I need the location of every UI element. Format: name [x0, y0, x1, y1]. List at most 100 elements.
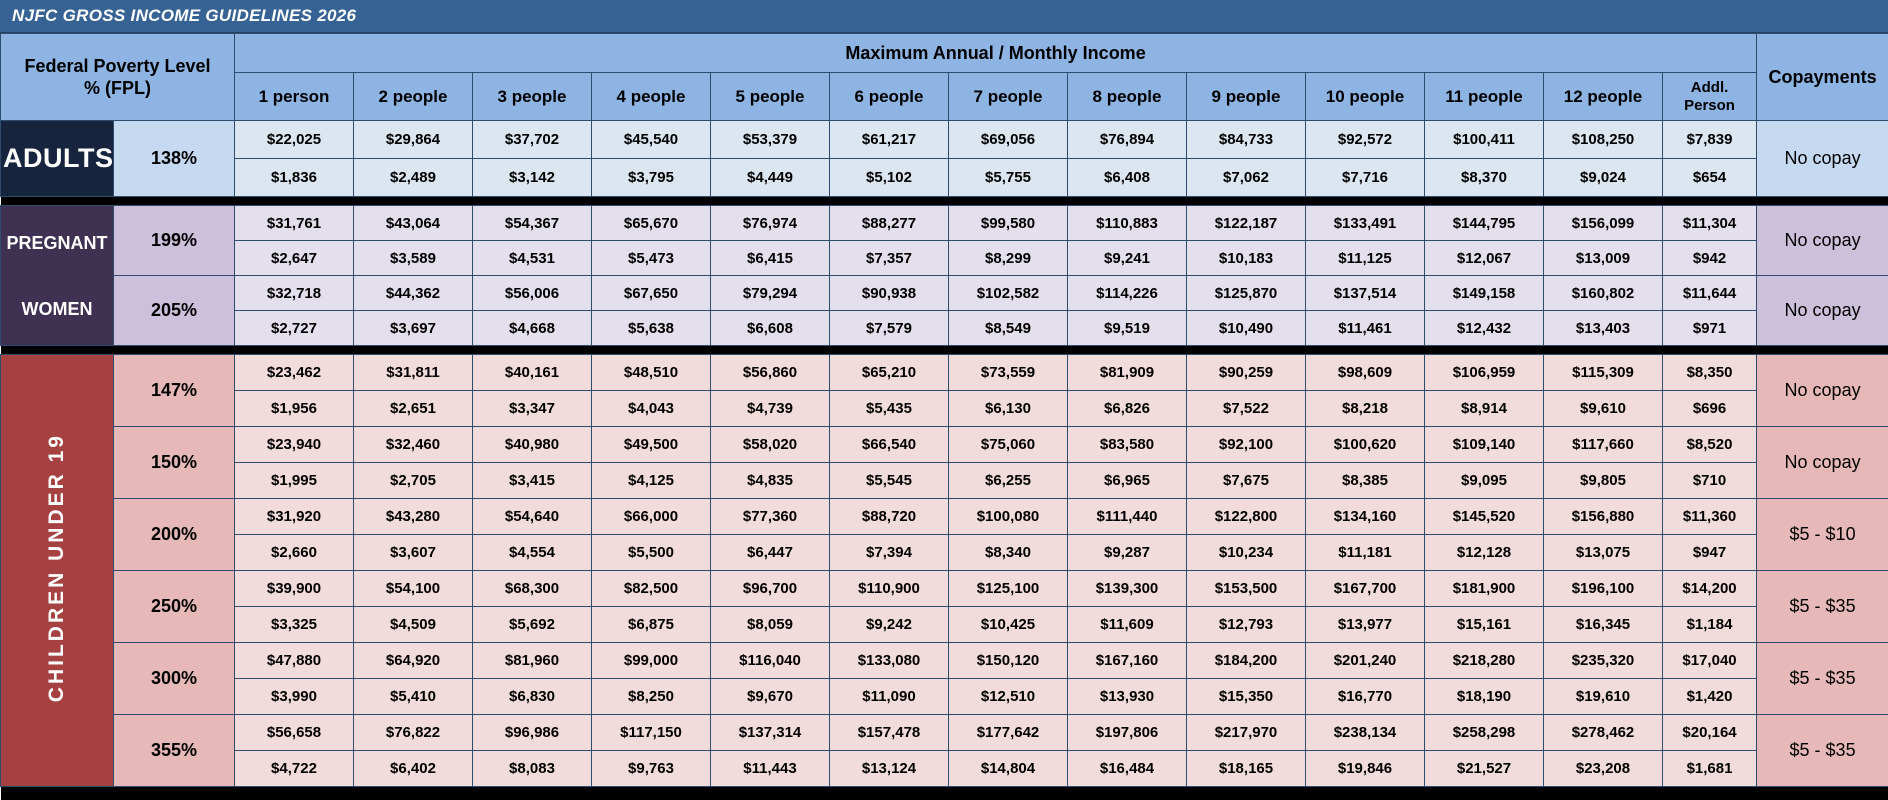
monthly-income-cell: $3,325	[234, 606, 354, 643]
annual-income-cell: $84,733	[1186, 120, 1306, 159]
annual-income-cell: $145,520	[1424, 498, 1544, 535]
header-household-size: 3 people	[472, 72, 592, 121]
monthly-income-cell: $6,402	[353, 750, 473, 787]
monthly-income-cell: $6,875	[591, 606, 711, 643]
monthly-income-cell: $1,681	[1661, 750, 1758, 787]
annual-income-cell: $115,309	[1543, 354, 1663, 391]
monthly-income-cell: $9,242	[829, 606, 949, 643]
annual-income-cell: $156,880	[1543, 498, 1663, 535]
monthly-income-cell: $7,579	[829, 310, 949, 346]
monthly-income-cell: $13,403	[1543, 310, 1663, 346]
copay-cell: $5 - $35	[1756, 714, 1888, 787]
monthly-income-cell: $8,340	[948, 534, 1068, 571]
annual-income-cell: $139,300	[1067, 570, 1187, 607]
annual-income-cell: $117,660	[1543, 426, 1663, 463]
annual-income-cell: $108,250	[1543, 120, 1663, 159]
monthly-income-cell: $5,755	[948, 158, 1068, 197]
monthly-income-cell: $15,350	[1186, 678, 1306, 715]
annual-income-cell: $75,060	[948, 426, 1068, 463]
annual-income-cell: $64,920	[353, 642, 473, 679]
monthly-income-cell: $1,956	[234, 390, 354, 427]
monthly-income-row: $1,956 $2,651 $3,347 $4,043 $4,739 $5,435 $6,1…	[1, 390, 1888, 427]
monthly-income-cell: $14,804	[948, 750, 1068, 787]
header-addl-person: Addl. Person	[1661, 72, 1758, 121]
monthly-income-cell: $942	[1661, 240, 1758, 276]
annual-income-cell: $106,959	[1424, 354, 1544, 391]
annual-income-cell: $56,860	[710, 354, 830, 391]
monthly-income-cell: $21,527	[1424, 750, 1544, 787]
monthly-income-cell: $5,692	[472, 606, 592, 643]
annual-income-cell: $56,006	[472, 275, 592, 311]
header-household-size: 2 people	[353, 72, 473, 121]
fpl-percent-cell: 150%	[113, 426, 235, 499]
annual-income-cell: $153,500	[1186, 570, 1306, 607]
monthly-income-cell: $6,826	[1067, 390, 1187, 427]
annual-income-cell: $201,240	[1305, 642, 1425, 679]
monthly-income-cell: $8,299	[948, 240, 1068, 276]
annual-income-cell: $100,620	[1305, 426, 1425, 463]
monthly-income-cell: $18,165	[1186, 750, 1306, 787]
header-row-household-sizes: 1 person 2 people 3 people 4 people 5 people…	[1, 72, 1888, 121]
annual-income-cell: $149,158	[1424, 275, 1544, 311]
fpl-header-cell: Federal Poverty Level % (FPL)	[0, 33, 235, 121]
monthly-income-cell: $19,610	[1543, 678, 1663, 715]
monthly-income-cell: $1,995	[234, 462, 354, 499]
annual-income-cell: $53,379	[710, 120, 830, 159]
annual-income-cell: $56,658	[234, 714, 354, 751]
group-label-text: ADULTS	[3, 143, 114, 173]
monthly-income-cell: $11,443	[710, 750, 830, 787]
annual-income-cell: $122,800	[1186, 498, 1306, 535]
monthly-income-cell: $7,716	[1305, 158, 1425, 197]
annual-income-cell: $47,880	[234, 642, 354, 679]
group-label-pregnant-women: PREGNANT WOMEN	[0, 205, 114, 346]
monthly-income-cell: $16,345	[1543, 606, 1663, 643]
monthly-income-cell: $8,370	[1424, 158, 1544, 197]
annual-income-cell: $20,164	[1661, 714, 1758, 751]
annual-income-cell: $81,960	[472, 642, 592, 679]
monthly-income-cell: $10,183	[1186, 240, 1306, 276]
annual-income-cell: $167,700	[1305, 570, 1425, 607]
monthly-income-cell: $2,705	[353, 462, 473, 499]
monthly-income-cell: $12,793	[1186, 606, 1306, 643]
monthly-income-cell: $9,519	[1067, 310, 1187, 346]
header-household-size: 11 people	[1424, 72, 1544, 121]
monthly-income-cell: $5,410	[353, 678, 473, 715]
annual-income-row: CHILDREN UNDER 19 147% $23,462 $31,811 $40,1…	[0, 354, 1888, 787]
monthly-income-cell: $7,522	[1186, 390, 1306, 427]
annual-income-cell: $17,040	[1661, 642, 1758, 679]
annual-income-cell: $156,099	[1543, 205, 1663, 241]
annual-income-cell: $110,883	[1067, 205, 1187, 241]
annual-income-cell: $116,040	[710, 642, 830, 679]
monthly-income-cell: $8,250	[591, 678, 711, 715]
monthly-income-row: $2,727 $3,697 $4,668 $5,638 $6,608 $7,579 $8,5…	[1, 310, 1888, 346]
monthly-income-cell: $8,385	[1305, 462, 1425, 499]
annual-income-cell: $7,839	[1661, 120, 1758, 159]
annual-income-cell: $133,491	[1305, 205, 1425, 241]
annual-income-cell: $217,970	[1186, 714, 1306, 751]
monthly-income-cell: $3,795	[591, 158, 711, 197]
annual-income-row: 200% $31,920 $43,280 $54,640 $66,000 $77,360 $…	[1, 498, 1888, 571]
annual-income-cell: $66,540	[829, 426, 949, 463]
annual-income-cell: $73,559	[948, 354, 1068, 391]
annual-income-cell: $88,720	[829, 498, 949, 535]
monthly-income-cell: $8,218	[1305, 390, 1425, 427]
monthly-income-cell: $4,668	[472, 310, 592, 346]
annual-income-row: 150% $23,940 $32,460 $40,980 $49,500 $58,020 $…	[1, 426, 1888, 499]
annual-income-cell: $61,217	[829, 120, 949, 159]
monthly-income-cell: $8,914	[1424, 390, 1544, 427]
monthly-income-cell: $6,255	[948, 462, 1068, 499]
annual-income-cell: $111,440	[1067, 498, 1187, 535]
annual-income-cell: $23,940	[234, 426, 354, 463]
monthly-income-cell: $3,589	[353, 240, 473, 276]
annual-income-cell: $40,161	[472, 354, 592, 391]
fpl-percent-cell: 355%	[113, 714, 235, 787]
monthly-income-cell: $13,009	[1543, 240, 1663, 276]
fpl-percent-cell: 200%	[113, 498, 235, 571]
monthly-income-cell: $1,184	[1661, 606, 1758, 643]
annual-income-cell: $196,100	[1543, 570, 1663, 607]
annual-income-cell: $90,259	[1186, 354, 1306, 391]
annual-income-cell: $88,277	[829, 205, 949, 241]
monthly-income-cell: $19,846	[1305, 750, 1425, 787]
monthly-income-cell: $2,727	[234, 310, 354, 346]
annual-income-cell: $160,802	[1543, 275, 1663, 311]
